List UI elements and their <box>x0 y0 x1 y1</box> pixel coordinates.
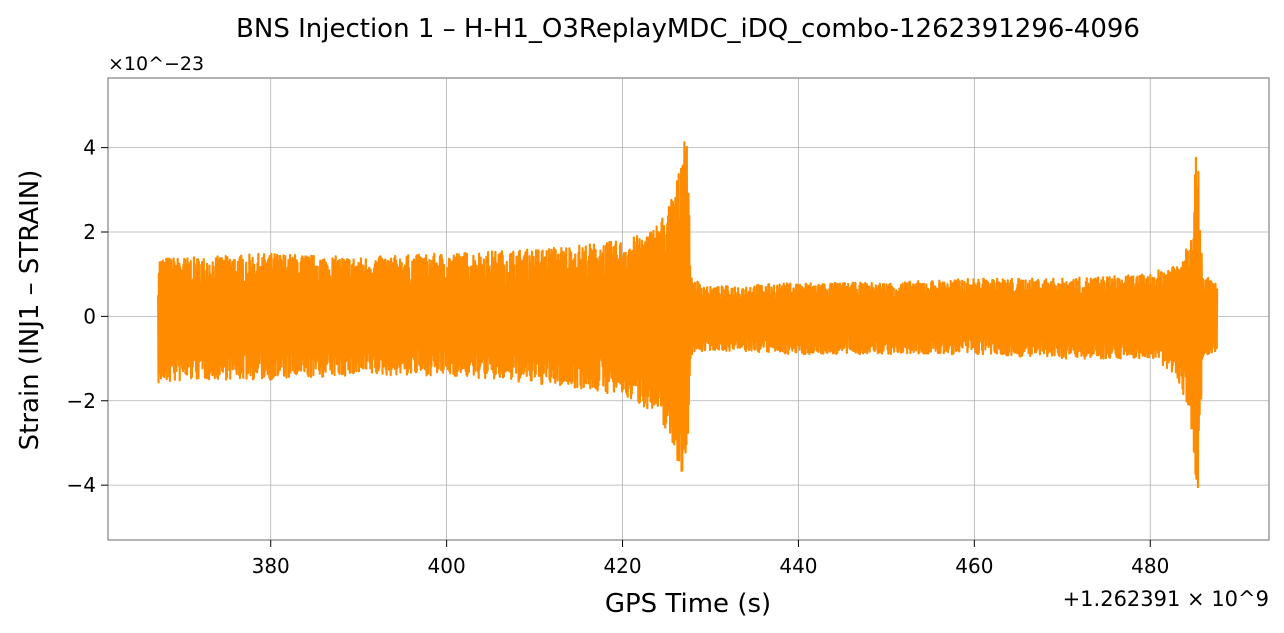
chart-title: BNS Injection 1 – H-H1_O3ReplayMDC_iDQ_c… <box>236 14 1140 44</box>
data-series <box>157 141 1219 489</box>
x-offset-label: +1.262391 × 10^9 <box>1063 587 1269 611</box>
x-tick-label: 400 <box>428 554 466 578</box>
y-scale-label: ×10^−23 <box>108 53 204 75</box>
x-tick-label: 380 <box>252 554 290 578</box>
strain-series-line <box>157 141 1219 489</box>
y-tick-label: 4 <box>83 136 96 160</box>
y-axis-label: Strain (INJ1 – STRAIN) <box>15 170 45 451</box>
y-tick-label: 2 <box>83 220 96 244</box>
x-axis-label: GPS Time (s) <box>605 589 771 619</box>
y-tick-label: 0 <box>83 304 96 328</box>
plot-frame <box>107 77 1270 541</box>
x-tick-label: 460 <box>955 554 993 578</box>
x-tick-label: 440 <box>779 554 817 578</box>
x-tick-label: 420 <box>603 554 641 578</box>
y-axis: −4 −2 0 2 4 <box>67 136 108 497</box>
x-tick-label: 480 <box>1131 554 1169 578</box>
y-tick-label: −4 <box>67 473 96 497</box>
y-tick-label: −2 <box>67 389 96 413</box>
x-axis: 380 400 420 440 460 480 <box>252 540 1169 578</box>
